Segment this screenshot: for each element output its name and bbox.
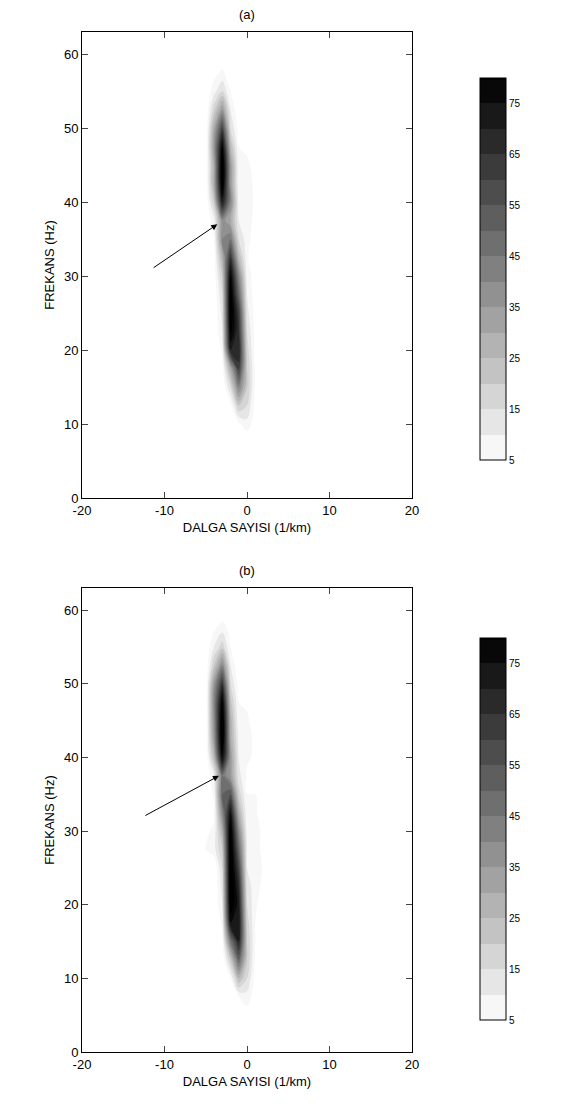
svg-text:DALGA SAYISI (1/km): DALGA SAYISI (1/km): [183, 1074, 311, 1089]
svg-text:FREKANS (Hz): FREKANS (Hz): [42, 775, 57, 865]
svg-text:(b): (b): [239, 563, 255, 578]
svg-text:30: 30: [64, 269, 78, 284]
svg-text:5: 5: [509, 455, 515, 466]
svg-text:15: 15: [509, 964, 521, 975]
svg-text:25: 25: [509, 353, 521, 364]
svg-text:65: 65: [509, 709, 521, 720]
svg-text:10: 10: [322, 1057, 336, 1072]
svg-text:45: 45: [509, 811, 521, 822]
svg-text:0: 0: [71, 491, 78, 506]
svg-text:75: 75: [509, 98, 521, 109]
svg-text:0: 0: [71, 1045, 78, 1060]
svg-text:60: 60: [64, 47, 78, 62]
svg-text:40: 40: [64, 195, 78, 210]
svg-text:FREKANS (Hz): FREKANS (Hz): [42, 220, 57, 310]
svg-text:65: 65: [509, 149, 521, 160]
svg-text:20: 20: [64, 897, 78, 912]
svg-text:(a): (a): [239, 7, 255, 22]
svg-text:20: 20: [405, 503, 419, 518]
svg-text:5: 5: [509, 1015, 515, 1026]
svg-text:50: 50: [64, 121, 78, 136]
svg-text:75: 75: [509, 658, 521, 669]
svg-text:60: 60: [64, 603, 78, 618]
svg-text:35: 35: [509, 862, 521, 873]
svg-text:30: 30: [64, 824, 78, 839]
svg-text:DALGA SAYISI (1/km): DALGA SAYISI (1/km): [183, 520, 311, 535]
svg-text:10: 10: [64, 417, 78, 432]
svg-text:15: 15: [509, 404, 521, 415]
svg-text:55: 55: [509, 760, 521, 771]
svg-text:45: 45: [509, 251, 521, 262]
svg-text:40: 40: [64, 750, 78, 765]
svg-text:-20: -20: [73, 503, 92, 518]
svg-text:10: 10: [322, 503, 336, 518]
svg-text:10: 10: [64, 971, 78, 986]
svg-text:35: 35: [509, 302, 521, 313]
svg-text:20: 20: [405, 1057, 419, 1072]
svg-text:25: 25: [509, 913, 521, 924]
svg-text:-20: -20: [73, 1057, 92, 1072]
svg-text:0: 0: [243, 503, 250, 518]
svg-text:-10: -10: [155, 503, 174, 518]
svg-text:-10: -10: [155, 1057, 174, 1072]
svg-text:20: 20: [64, 343, 78, 358]
svg-text:0: 0: [243, 1057, 250, 1072]
svg-text:50: 50: [64, 676, 78, 691]
svg-text:55: 55: [509, 200, 521, 211]
